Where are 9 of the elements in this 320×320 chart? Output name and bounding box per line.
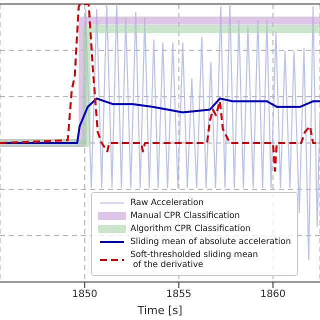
x-axis-title: Time [s]	[136, 304, 182, 317]
x-tick-label: 1850	[72, 289, 98, 300]
legend-label: Raw Acceleration	[130, 198, 204, 208]
legend-label: Algorithm CPR Classification	[130, 224, 251, 234]
legend-label: Manual CPR Classification	[130, 211, 240, 221]
x-tick-label: 1860	[260, 289, 286, 300]
legend-label: Soft-thresholded sliding mean of the derivative	[130, 250, 258, 270]
x-tick-label: 1855	[166, 289, 192, 300]
legend-label: Sliding mean of absolute acceleration	[130, 237, 291, 247]
